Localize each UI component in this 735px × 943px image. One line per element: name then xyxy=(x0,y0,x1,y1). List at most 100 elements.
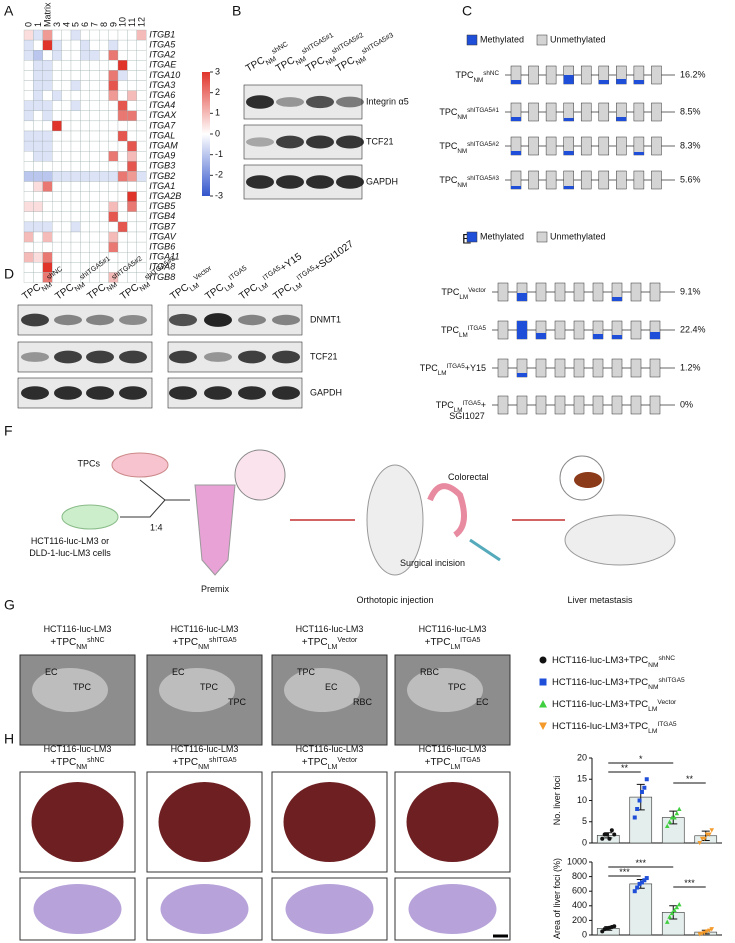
band xyxy=(119,350,147,364)
cpg-box xyxy=(497,320,509,340)
point xyxy=(612,924,617,929)
subscript: NM xyxy=(325,55,338,67)
heatmap-cell xyxy=(70,100,81,111)
heatmap-cell xyxy=(70,231,81,243)
heatmap-cell xyxy=(117,211,128,223)
label-part: TPC xyxy=(439,107,458,117)
row-label: ITGA10 xyxy=(149,70,180,80)
heatmap-cell xyxy=(127,110,137,122)
heatmap-cell xyxy=(52,90,62,101)
row-label: ITGA2B xyxy=(149,191,181,201)
histology xyxy=(285,884,374,934)
heatmap-cell xyxy=(70,140,81,152)
band xyxy=(306,135,334,149)
legend-label: Unmethylated xyxy=(550,231,606,241)
subscript: NM xyxy=(139,281,152,293)
cpg-box xyxy=(649,395,661,415)
heatmap-cell xyxy=(61,181,72,192)
heatmap-cell xyxy=(127,90,137,101)
heatmap-cell xyxy=(127,39,137,51)
superscript: shITGA5 xyxy=(209,757,237,764)
significance-label: ** xyxy=(686,774,694,784)
cpg-box xyxy=(633,102,645,122)
superscript: shITGA5#3 xyxy=(467,175,499,182)
legend-swatch xyxy=(536,231,548,243)
label-part: TPC xyxy=(20,282,43,302)
subscript: NM xyxy=(74,281,87,293)
heatmap-cell xyxy=(70,50,81,61)
heatmap-cell xyxy=(127,130,137,142)
heatmap-cell xyxy=(33,100,43,111)
row-label: ITGA6 xyxy=(149,90,175,100)
superscript: shNC xyxy=(659,655,676,662)
label-part: + xyxy=(425,637,431,648)
heatmap-cell xyxy=(70,110,81,122)
heatmap-cell xyxy=(61,60,72,71)
significance-label: *** xyxy=(635,858,646,868)
band xyxy=(21,352,49,362)
heatmap-cell xyxy=(136,110,147,122)
point xyxy=(709,828,715,833)
liver xyxy=(31,782,124,862)
heatmap-cell xyxy=(33,140,43,152)
cell xyxy=(407,668,483,712)
heatmap-cell xyxy=(89,161,100,172)
heatmap-cell xyxy=(117,161,128,172)
image-label: TPC xyxy=(73,682,92,692)
heatmap-cell xyxy=(61,151,72,162)
heatmap-cell xyxy=(33,191,43,202)
connector xyxy=(120,479,190,518)
heatmap-cell xyxy=(127,29,137,41)
heatmap-cell xyxy=(108,201,119,212)
heatmap-cell xyxy=(80,100,90,111)
lane-label: TPCNMshITGA5#3 xyxy=(334,31,399,76)
superscript: ITGA5 xyxy=(227,264,248,281)
heatmap-cell xyxy=(23,181,34,192)
heatmap-cell xyxy=(33,231,43,243)
heatmap-cell xyxy=(108,39,119,51)
cpg-box xyxy=(580,170,592,190)
label-part: + xyxy=(50,637,56,648)
image-label: TPC xyxy=(448,682,467,692)
heatmap-cell xyxy=(52,221,62,233)
image-label: TPC xyxy=(200,682,219,692)
cpg-box xyxy=(649,282,661,302)
row-label: ITGA2 xyxy=(149,50,175,60)
heatmap-cell xyxy=(33,130,43,142)
liver xyxy=(574,472,602,488)
y-tick-label: 10 xyxy=(577,795,587,805)
cpg-box xyxy=(528,65,539,85)
needle xyxy=(469,538,501,562)
heatmap-cell xyxy=(136,60,147,71)
heatmap-cell xyxy=(108,211,119,223)
heatmap-cell xyxy=(89,171,100,182)
heatmap-cell xyxy=(117,221,128,233)
cpg-box xyxy=(580,65,592,85)
point xyxy=(644,777,649,782)
heatmap-cell xyxy=(99,191,109,202)
cpg-box xyxy=(554,395,566,415)
panel-label: F xyxy=(4,423,13,439)
row-label: ITGAX xyxy=(149,110,177,120)
heatmap-cell xyxy=(23,191,34,202)
band xyxy=(306,95,334,109)
colorbar-label: -1 xyxy=(215,149,223,159)
band xyxy=(21,313,49,327)
percent-label: 8.3% xyxy=(680,140,701,150)
column-label: 8 xyxy=(99,22,109,27)
heatmap-cell xyxy=(70,241,81,253)
heatmap-cell xyxy=(108,161,119,172)
label-part: TPC xyxy=(441,287,460,297)
heatmap-cell xyxy=(99,231,109,243)
heatmap-cell xyxy=(127,120,137,132)
band xyxy=(204,386,232,400)
heatmap-cell xyxy=(108,120,119,132)
heatmap-cell xyxy=(89,221,100,233)
heatmap-cell xyxy=(99,50,109,61)
row-label: ITGB7 xyxy=(149,221,176,231)
heatmap-cell xyxy=(117,50,128,61)
protein-label: DNMT1 xyxy=(310,314,341,324)
band xyxy=(86,314,114,326)
label-part: + xyxy=(172,637,178,648)
